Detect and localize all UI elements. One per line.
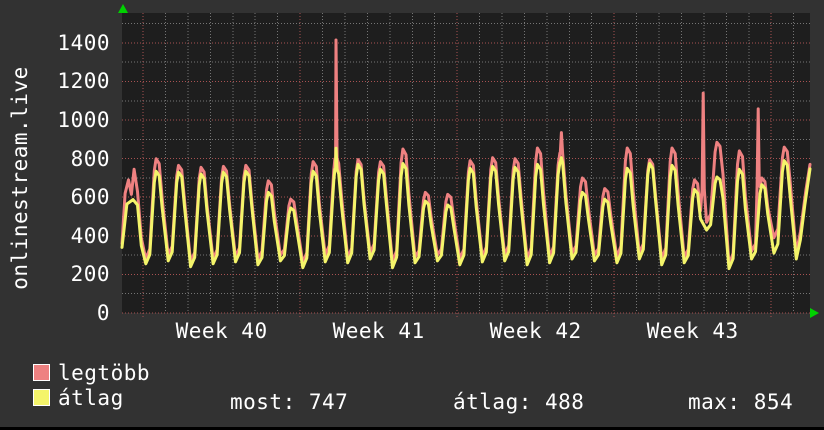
stat-atlag: átlag: 488: [453, 390, 585, 414]
y-axis-arrow-icon: [118, 4, 128, 13]
legend-swatch-atlag: [33, 389, 50, 406]
x-axis-arrow-icon: [810, 308, 819, 318]
stat-max: max: 854: [688, 390, 794, 414]
y-tick-label: 600: [70, 185, 110, 210]
y-tick-label: 800: [70, 146, 110, 171]
y-tick-label: 1400: [57, 30, 110, 55]
y-tick-label: 1200: [57, 69, 110, 94]
y-tick-label: 0: [96, 301, 110, 325]
x-tick-label: Week 41: [332, 319, 425, 343]
stat-most: most: 747: [230, 390, 349, 414]
y-tick-label: 200: [70, 262, 110, 287]
y-tick-label: 400: [70, 223, 110, 248]
x-tick-label: Week 40: [175, 319, 268, 343]
x-tick-label: Week 43: [646, 319, 739, 343]
plot-area: [122, 13, 810, 313]
legend-label-legtobb: legtöbb: [58, 361, 151, 385]
legend-label-atlag: átlag: [58, 386, 124, 410]
x-tick-label: Week 42: [489, 319, 582, 343]
series-line-avg: [120, 146, 812, 271]
legend-swatch-legtobb: [33, 364, 50, 381]
y-tick-label: 1000: [57, 108, 110, 133]
